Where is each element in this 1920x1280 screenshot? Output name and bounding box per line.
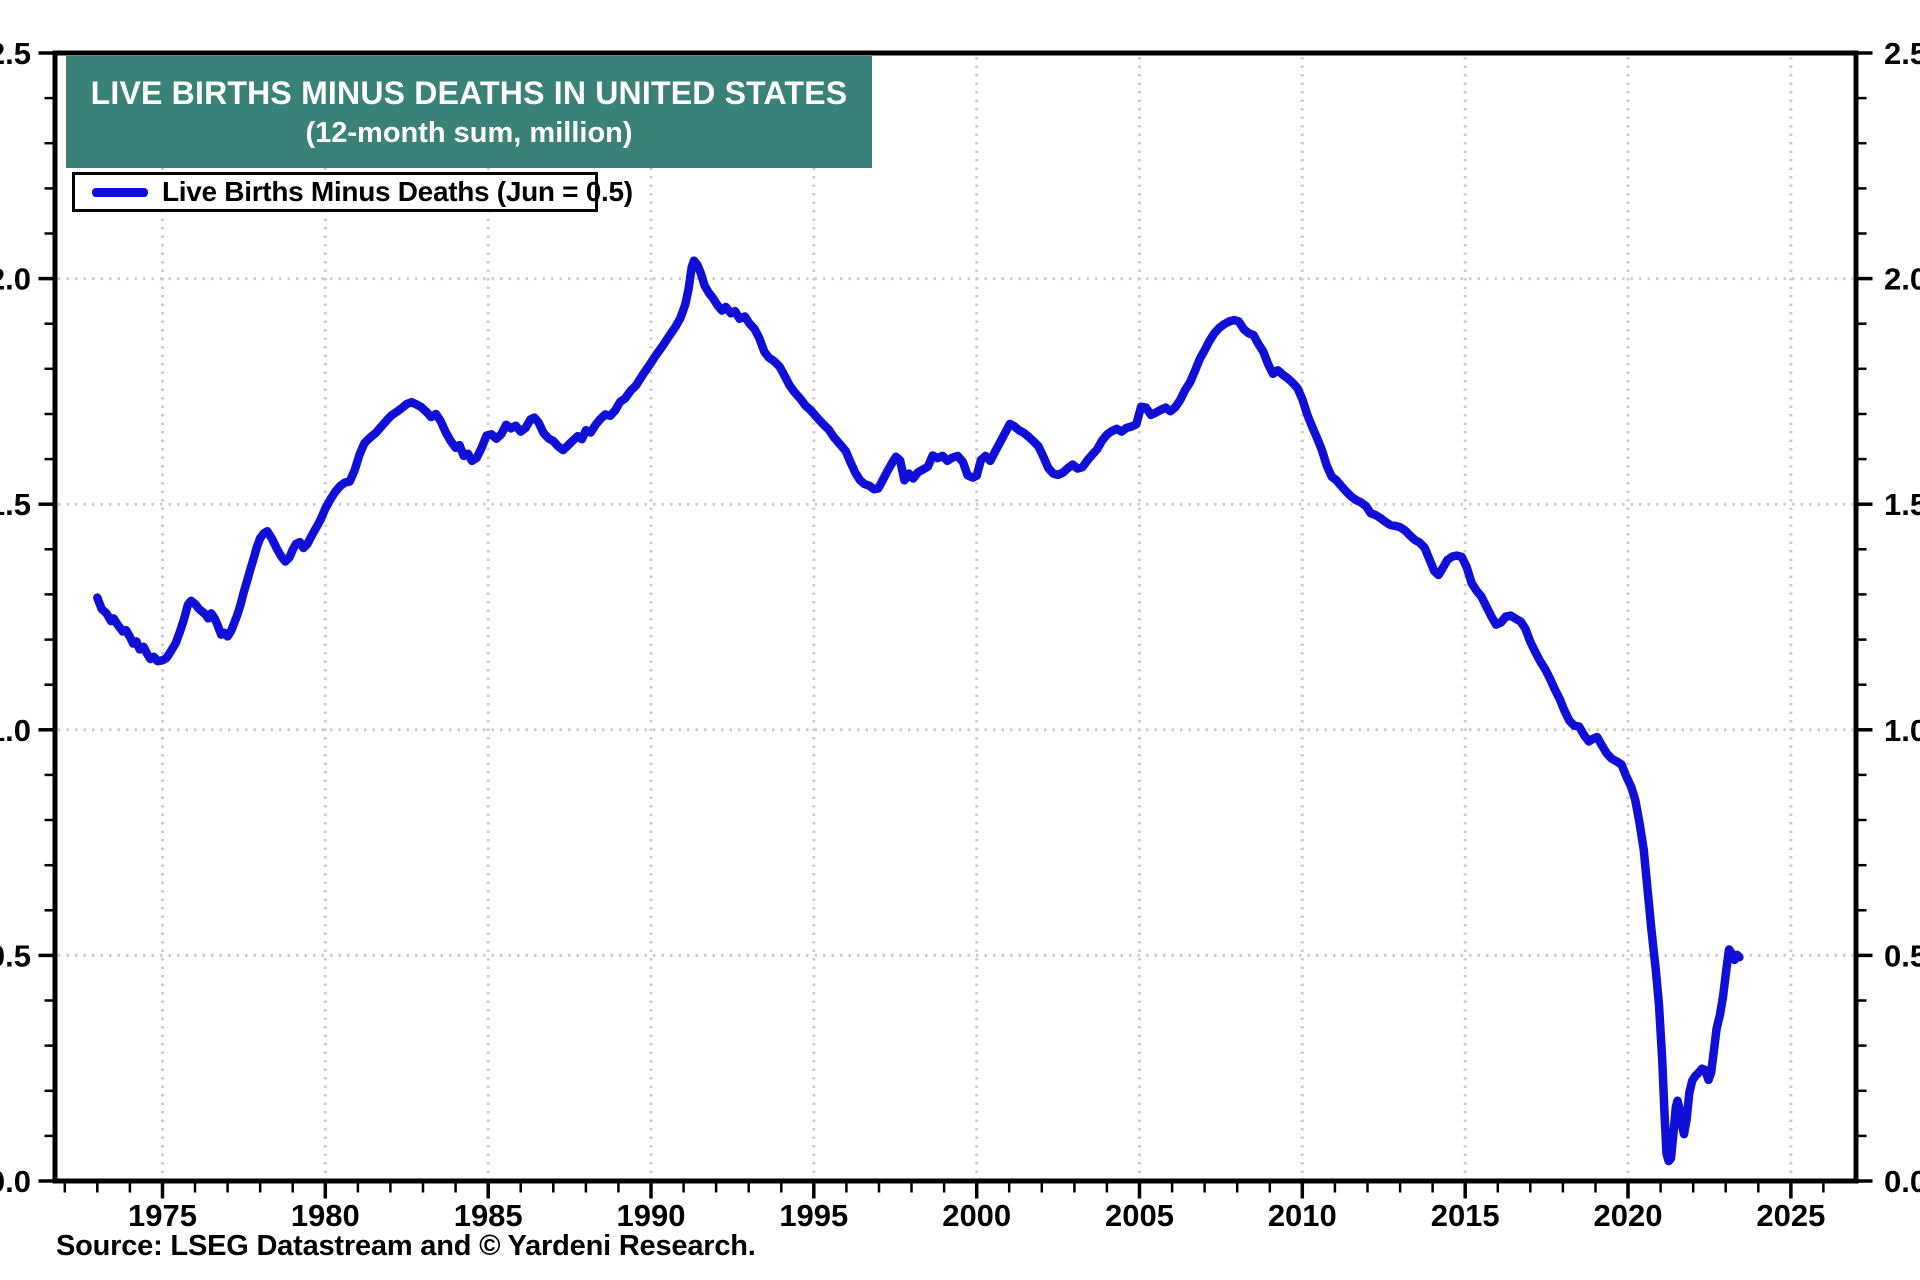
svg-text:0.5: 0.5 [0,938,31,973]
legend-line-swatch-icon [92,187,148,197]
chart-title-box: LIVE BIRTHS MINUS DEATHS IN UNITED STATE… [66,56,872,168]
svg-text:0.5: 0.5 [1884,938,1920,973]
svg-text:2000: 2000 [942,1198,1011,1233]
svg-text:2025: 2025 [1756,1198,1825,1233]
svg-text:0.0: 0.0 [0,1164,31,1199]
chart-subtitle: (12-month sum, million) [305,116,633,149]
svg-text:1.0: 1.0 [1884,713,1920,748]
svg-text:1995: 1995 [779,1198,848,1233]
svg-text:2020: 2020 [1594,1198,1663,1233]
svg-text:2010: 2010 [1268,1198,1337,1233]
svg-text:2.5: 2.5 [1884,36,1920,71]
svg-text:2015: 2015 [1431,1198,1500,1233]
source-note: Source: LSEG Datastream and © Yardeni Re… [56,1230,756,1262]
svg-text:1985: 1985 [454,1198,523,1233]
legend-label: Live Births Minus Deaths (Jun = 0.5) [162,176,633,207]
svg-text:2.0: 2.0 [0,262,31,297]
plot-area: 1975 1980 1985 1990 1995 2000 2005 2010 2015 2020… [0,36,1920,1233]
svg-text:1.5: 1.5 [1884,487,1920,522]
svg-text:2.5: 2.5 [0,36,31,71]
svg-text:1.0: 1.0 [0,713,31,748]
svg-text:0.0: 0.0 [1884,1164,1920,1199]
legend-box: Live Births Minus Deaths (Jun = 0.5) [72,172,633,212]
svg-text:1990: 1990 [617,1198,686,1233]
svg-text:2.0: 2.0 [1884,262,1920,297]
svg-text:2005: 2005 [1105,1198,1174,1233]
chart-title: LIVE BIRTHS MINUS DEATHS IN UNITED STATE… [90,74,848,111]
svg-text:1.5: 1.5 [0,487,31,522]
svg-text:1975: 1975 [128,1198,197,1233]
svg-text:1980: 1980 [291,1198,360,1233]
